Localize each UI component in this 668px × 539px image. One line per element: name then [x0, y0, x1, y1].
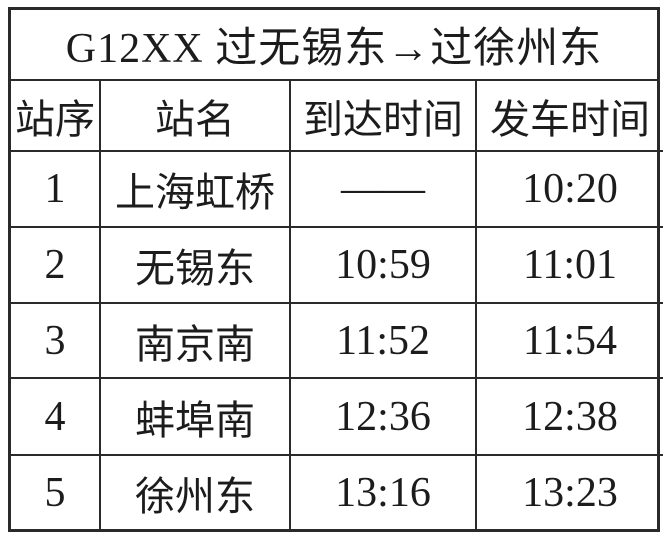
- cell-departure: 11:01: [477, 228, 663, 304]
- cell-arrival: ——: [291, 152, 477, 228]
- header-cell-seq: 站序: [11, 81, 101, 152]
- cell-departure: 11:54: [477, 304, 663, 379]
- cell-seq: 2: [11, 228, 101, 304]
- cell-departure: 10:20: [477, 152, 663, 228]
- cell-station: 徐州东: [101, 456, 291, 529]
- cell-arrival: 12:36: [291, 379, 477, 456]
- cell-seq: 4: [11, 379, 101, 456]
- header-cell-departure: 发车时间: [477, 81, 663, 152]
- cell-seq: 1: [11, 152, 101, 228]
- cell-seq: 5: [11, 456, 101, 529]
- cell-seq: 3: [11, 304, 101, 379]
- cell-departure: 12:38: [477, 379, 663, 456]
- train-timetable: G12XX 过无锡东→过徐州东 站序 站名 到达时间 发车时间 1 上海虹桥 —…: [8, 7, 663, 532]
- cell-station: 南京南: [101, 304, 291, 379]
- cell-arrival: 13:16: [291, 456, 477, 529]
- timetable-grid: 站序 站名 到达时间 发车时间 1 上海虹桥 —— 10:20 2 无锡东 10…: [11, 81, 663, 529]
- header-cell-arrival: 到达时间: [291, 81, 477, 152]
- cell-arrival: 11:52: [291, 304, 477, 379]
- cell-arrival: 10:59: [291, 228, 477, 304]
- cell-station: 上海虹桥: [101, 152, 291, 228]
- cell-station: 蚌埠南: [101, 379, 291, 456]
- header-cell-station: 站名: [101, 81, 291, 152]
- timetable-title: G12XX 过无锡东→过徐州东: [11, 10, 657, 81]
- cell-station: 无锡东: [101, 228, 291, 304]
- cell-departure: 13:23: [522, 469, 618, 516]
